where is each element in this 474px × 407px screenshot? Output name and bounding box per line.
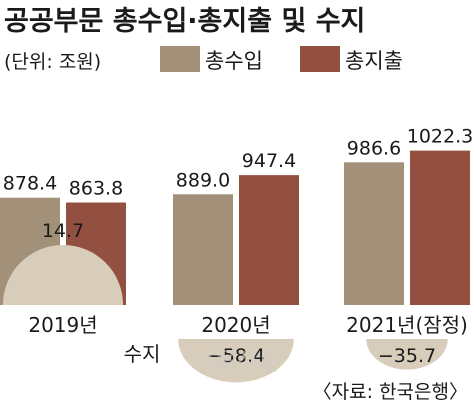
bar-value-label: 878.4 [3,173,57,195]
bar-value-label: 889.0 [176,169,230,191]
category-label: 2019년 [28,313,97,337]
source-label: 〈자료: 한국은행〉 [313,381,468,403]
bar-revenue-1 [173,194,233,305]
legend-label-expenditure: 총지출 [345,49,403,73]
bar-value-label: 863.8 [69,178,123,200]
unit-label: (단위: 조원) [4,51,101,73]
legend-swatch-expenditure [300,46,340,72]
balance-disc-1 [178,339,294,383]
balance-disc-2 [366,339,448,370]
watermark: 서울신문 [192,348,280,376]
bar-revenue-2 [344,162,404,305]
balance-value-label: −58.4 [207,345,265,367]
chart-title: 공공부문 총수입·총지출 및 수지 [4,6,365,37]
balance-value-label: 14.7 [42,220,84,242]
legend-label-revenue: 총수입 [205,49,263,73]
balance-value-label: −35.7 [378,345,436,367]
balance-label: 수지 [124,342,161,366]
bar-expenditure-1 [239,175,299,305]
bar-expenditure-2 [410,150,470,305]
bar-value-label: 947.4 [242,150,296,172]
legend-swatch-revenue [160,46,200,72]
category-label: 2021년(잠정) [346,313,468,337]
balance-layer: 14.7 −58.4 −35.7 [2,220,448,383]
bar-value-label: 986.6 [347,137,401,159]
balance-disc-0 [2,244,124,305]
bar-value-label: 1022.3 [407,126,473,148]
category-label: 2020년 [201,313,270,337]
